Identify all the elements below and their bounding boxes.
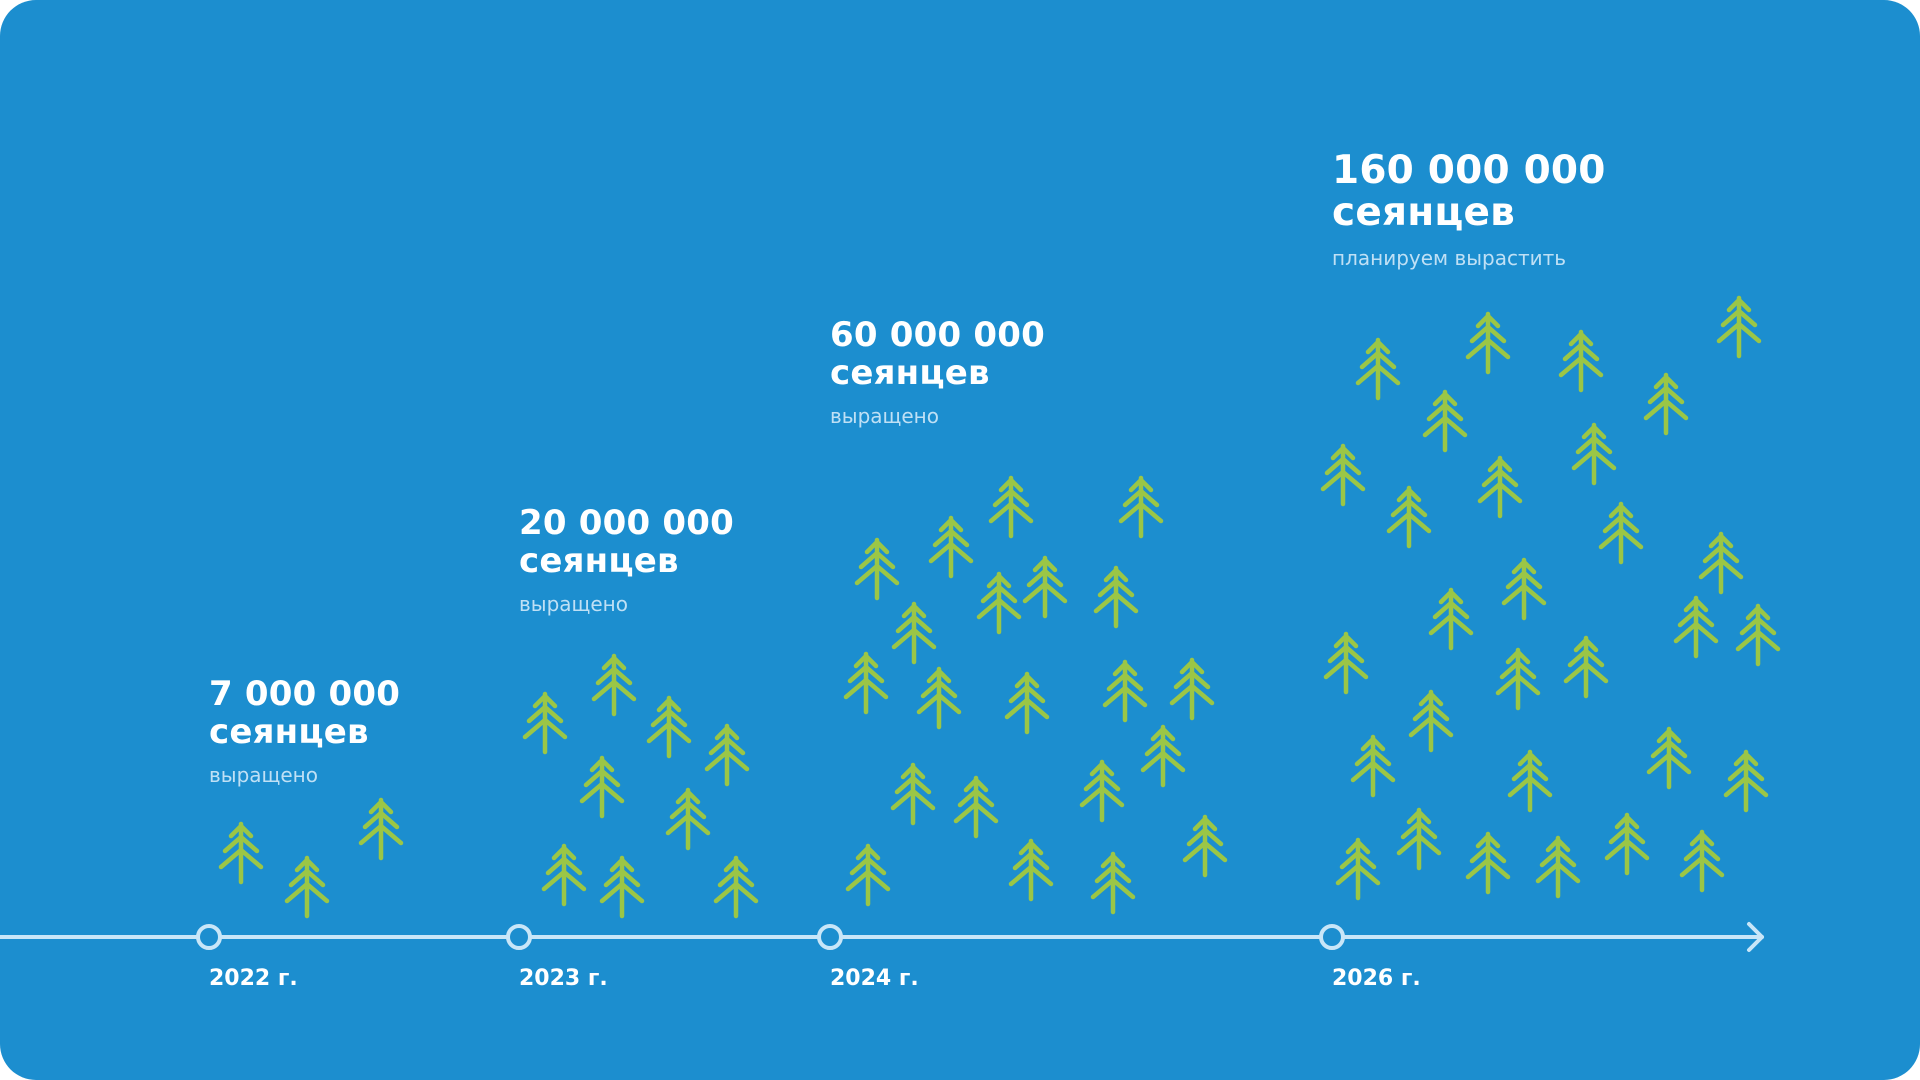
tree-icon <box>1335 837 1381 901</box>
tree-icon <box>988 475 1034 539</box>
tree-icon <box>1408 689 1454 753</box>
tree-icon <box>1558 329 1604 393</box>
tree-icon <box>1169 657 1215 721</box>
tree-icon <box>953 775 999 839</box>
tree-icon <box>1093 565 1139 629</box>
milestone-unit: сеянцев <box>519 541 679 581</box>
milestone-unit: сеянцев <box>209 712 369 752</box>
tree-icon <box>579 755 625 819</box>
tree-icon <box>1396 807 1442 871</box>
tree-icon <box>1355 337 1401 401</box>
tree-icon <box>1716 295 1762 359</box>
timeline-marker-2026 <box>1319 924 1345 950</box>
milestone-value: 60 000 000 <box>830 315 1045 355</box>
milestone-note: выращено <box>519 592 628 616</box>
tree-icon <box>1079 759 1125 823</box>
tree-icon <box>1598 501 1644 565</box>
tree-icon <box>599 855 645 919</box>
tree-icon <box>1673 595 1719 659</box>
tree-icon <box>218 821 264 885</box>
tree-icon <box>713 855 759 919</box>
tree-icon <box>1604 812 1650 876</box>
year-label-2026: 2026 г. <box>1332 966 1421 991</box>
tree-icon <box>1735 603 1781 667</box>
tree-icon <box>843 651 889 715</box>
tree-icon <box>928 515 974 579</box>
tree-icon <box>704 723 750 787</box>
tree-icon <box>1102 659 1148 723</box>
tree-icon <box>1465 311 1511 375</box>
tree-icon <box>890 762 936 826</box>
tree-icon <box>541 843 587 907</box>
milestone-unit: сеянцев <box>1332 190 1515 235</box>
tree-icon <box>1428 587 1474 651</box>
tree-icon <box>854 537 900 601</box>
tree-icon <box>665 787 711 851</box>
tree-icon <box>284 855 330 919</box>
tree-icon <box>1679 829 1725 893</box>
tree-icon <box>591 653 637 717</box>
tree-icon <box>358 797 404 861</box>
milestone-note: выращено <box>209 763 318 787</box>
milestone-note: выращено <box>830 404 939 428</box>
milestone-value: 7 000 000 <box>209 674 401 714</box>
tree-icon <box>845 843 891 907</box>
tree-icon <box>1465 831 1511 895</box>
timeline-marker-2023 <box>506 924 532 950</box>
year-label-2022: 2022 г. <box>209 966 298 991</box>
tree-icon <box>1004 671 1050 735</box>
tree-icon <box>1008 838 1054 902</box>
tree-icon <box>1320 443 1366 507</box>
tree-icon <box>1386 485 1432 549</box>
tree-icon <box>1022 555 1068 619</box>
tree-icon <box>1723 749 1769 813</box>
tree-icon <box>1350 734 1396 798</box>
tree-icon <box>1698 531 1744 595</box>
tree-icon <box>1422 389 1468 453</box>
milestone-unit: сеянцев <box>830 353 990 393</box>
tree-icon <box>1090 851 1136 915</box>
tree-icon <box>646 695 692 759</box>
milestone-2022: 7 000 000 сеянцев выращено <box>209 675 400 787</box>
tree-icon <box>1501 557 1547 621</box>
timeline-arrow-icon <box>1747 922 1764 952</box>
milestone-2023: 20 000 000 сеянцев выращено <box>519 504 734 616</box>
milestone-note: планируем вырастить <box>1332 246 1567 270</box>
tree-icon <box>1118 475 1164 539</box>
tree-icon <box>1507 749 1553 813</box>
tree-icon <box>1535 835 1581 899</box>
year-label-2023: 2023 г. <box>519 966 608 991</box>
year-label-2024: 2024 г. <box>830 966 919 991</box>
milestone-value: 160 000 000 <box>1332 148 1606 193</box>
tree-icon <box>522 691 568 755</box>
tree-icon <box>1323 631 1369 695</box>
tree-icon <box>1477 455 1523 519</box>
tree-icon <box>976 571 1022 635</box>
tree-icon <box>891 601 937 665</box>
tree-icon <box>1563 635 1609 699</box>
milestone-2024: 60 000 000 сеянцев выращено <box>830 316 1045 428</box>
timeline-marker-2024 <box>817 924 843 950</box>
tree-icon <box>1643 372 1689 436</box>
tree-icon <box>1140 724 1186 788</box>
tree-icon <box>1182 814 1228 878</box>
timeline-marker-2022 <box>196 924 222 950</box>
milestone-value: 20 000 000 <box>519 503 734 543</box>
milestone-2026: 160 000 000 сеянцев планируем вырастить <box>1332 148 1606 271</box>
tree-icon <box>916 666 962 730</box>
tree-icon <box>1646 726 1692 790</box>
tree-icon <box>1571 422 1617 486</box>
tree-icon <box>1495 647 1541 711</box>
